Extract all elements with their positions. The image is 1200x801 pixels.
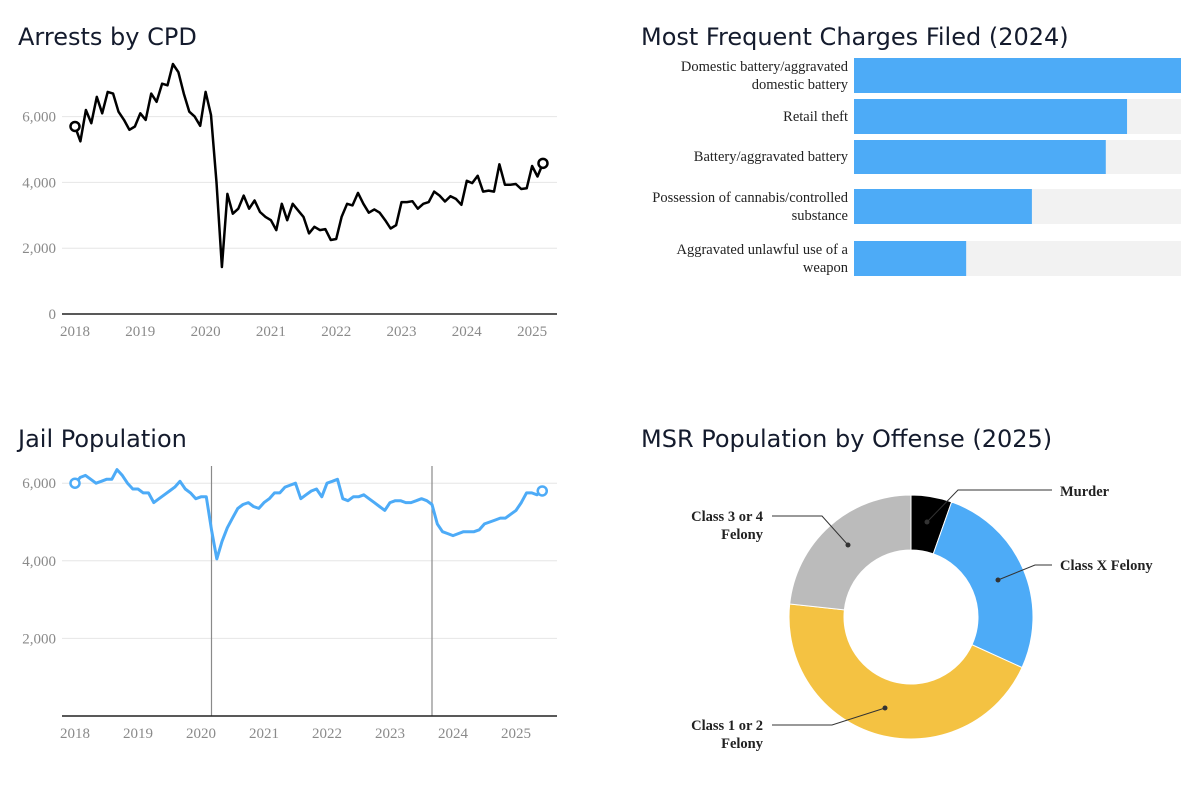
x-tick-label: 2021: [249, 726, 279, 742]
x-tick-label: 2024: [438, 726, 469, 742]
donut-slice: [789, 494, 912, 611]
endpoint-marker: [69, 477, 81, 489]
series-line: [73, 468, 544, 561]
x-tick-label: 2022: [321, 324, 351, 340]
bar-label: Domestic battery/aggravated domestic bat…: [680, 58, 848, 93]
jail-chart-title: Jail Population: [18, 425, 187, 453]
endpoint-marker: [69, 120, 81, 133]
msr-chart-title: MSR Population by Offense (2025): [641, 425, 1053, 453]
x-tick-label: 2018: [60, 324, 90, 340]
leader-dot: [882, 705, 888, 711]
x-tick-label: 2023: [375, 726, 405, 742]
leader-line: [926, 489, 1052, 523]
y-tick-label: 6,000: [22, 476, 56, 492]
x-tick-label: 2025: [501, 726, 531, 742]
y-tick-label: 2,000: [22, 241, 56, 257]
leader-dot: [924, 519, 930, 525]
bar: [854, 99, 1128, 134]
bar-label: Possession of cannabis/controlled substa…: [652, 189, 848, 224]
arrests-chart-title: Arrests by CPD: [18, 23, 197, 51]
series-line: [73, 62, 545, 269]
donut-label-class-1-2: Class 1 or 2 Felony: [691, 718, 763, 752]
donut-label-class-x: Class X Felony: [1060, 558, 1153, 574]
donut-slice: [788, 603, 1023, 740]
bar-label: Aggravated unlawful use of a weapon: [676, 241, 848, 276]
y-tick-label: 2,000: [22, 631, 56, 647]
endpoint-marker: [537, 157, 549, 170]
donut-label-murder: Murder: [1060, 484, 1110, 500]
x-tick-label: 2023: [387, 324, 417, 340]
leader-dot: [995, 577, 1001, 583]
endpoint-marker: [536, 485, 548, 497]
y-tick-label: 4,000: [22, 554, 56, 570]
x-tick-label: 2020: [186, 726, 216, 742]
y-tick-label: 4,000: [22, 175, 56, 191]
bar-label: Retail theft: [783, 108, 848, 125]
x-tick-label: 2025: [517, 324, 547, 340]
x-tick-label: 2019: [125, 324, 155, 340]
donut-label-class-3-4: Class 3 or 4 Felony: [691, 509, 763, 543]
x-tick-label: 2020: [191, 324, 221, 340]
bar: [854, 189, 1032, 224]
bar: [854, 241, 967, 276]
charges-chart-title: Most Frequent Charges Filed (2024): [641, 23, 1069, 51]
x-tick-label: 2021: [256, 324, 286, 340]
x-tick-label: 2022: [312, 726, 342, 742]
x-tick-label: 2024: [452, 324, 483, 340]
leader-line: [772, 707, 886, 726]
x-tick-label: 2018: [60, 726, 90, 742]
donut-slice: [932, 501, 1034, 669]
y-tick-label: 0: [49, 307, 57, 323]
bar-label: Battery/aggravated battery: [693, 149, 848, 165]
bar: [854, 58, 1181, 93]
leader-dot: [845, 542, 851, 548]
x-tick-label: 2019: [123, 726, 153, 742]
leader-line: [997, 564, 1052, 581]
bar: [854, 140, 1106, 174]
leader-line: [772, 515, 849, 546]
y-tick-label: 6,000: [22, 110, 56, 126]
